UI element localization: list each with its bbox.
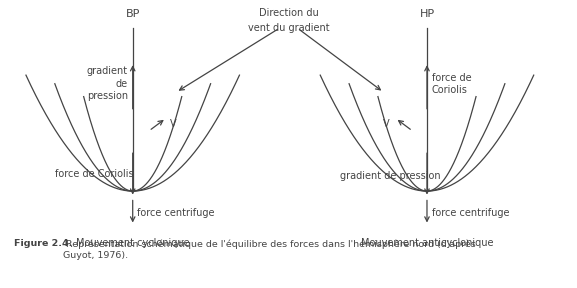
Text: force centrifuge: force centrifuge xyxy=(432,208,509,217)
Text: Représentation schématique de l'équilibre des forces dans l'hémisphère nord (d'a: Représentation schématique de l'équilibr… xyxy=(63,239,476,260)
Text: gradient de pression: gradient de pression xyxy=(340,171,441,181)
Text: V: V xyxy=(170,119,177,129)
Text: vent du gradient: vent du gradient xyxy=(248,23,329,33)
Text: gradient
de
pression: gradient de pression xyxy=(87,66,128,101)
Text: Direction du: Direction du xyxy=(258,8,319,18)
Text: V: V xyxy=(383,119,389,129)
Text: Mouvement anticyclonique: Mouvement anticyclonique xyxy=(361,238,493,248)
Text: Figure 2.4.: Figure 2.4. xyxy=(14,239,73,248)
Text: force centrifuge: force centrifuge xyxy=(137,208,215,217)
Text: force de Coriolis: force de Coriolis xyxy=(55,169,133,179)
Text: HP: HP xyxy=(419,9,434,19)
Text: BP: BP xyxy=(126,9,140,19)
Text: force de
Coriolis: force de Coriolis xyxy=(432,73,471,95)
Text: Mouvement cyclonique: Mouvement cyclonique xyxy=(76,238,189,248)
